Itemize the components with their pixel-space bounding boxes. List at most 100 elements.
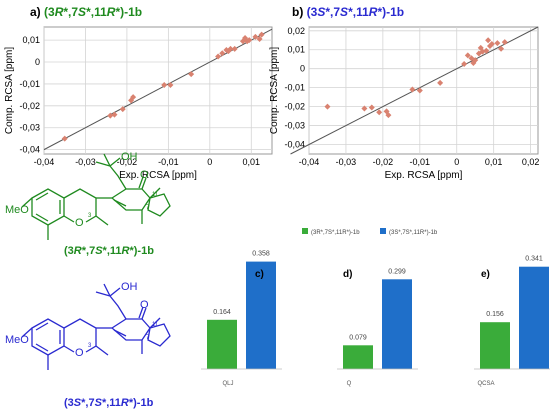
data-point (256, 36, 263, 43)
bar-value-label: 0.079 (349, 334, 367, 341)
gem-methyl-2 (103, 283, 111, 297)
c3-methyl-bond (95, 345, 109, 356)
data-point (107, 112, 114, 119)
ketone-bond (141, 307, 147, 320)
data-point (215, 53, 222, 60)
x-axis-label: Exp. RCSA [ppm] (385, 170, 463, 181)
methoxy-bond (21, 327, 33, 338)
x-tick-label: -0,02 (117, 157, 138, 167)
y-tick-label: 0,01 (287, 45, 305, 55)
meo-label-green: MeO (5, 204, 29, 216)
x-tick-label: 0,02 (522, 157, 540, 167)
bar (207, 319, 237, 369)
structure-blue (21, 283, 171, 370)
y-tick-label: -0,01 (284, 83, 305, 93)
bar (382, 279, 412, 369)
panel-b-title: b) (3S*,7S*,11R*)-1b (292, 5, 404, 19)
legend-label-blue: (3S*,7S*,11R*)-1b (389, 230, 438, 236)
data-point (167, 82, 174, 89)
y-tick-label: -0,04 (284, 140, 305, 150)
y-tick-label: -0,03 (19, 123, 40, 133)
ketone-o-label-blue: O (140, 299, 149, 311)
bar-value-label: 0.156 (486, 311, 504, 318)
bar (343, 345, 373, 369)
methoxy-bond (21, 197, 33, 208)
oh-bond (109, 287, 121, 297)
locant-7-green: 7 (146, 205, 150, 211)
panel-a-title: a) (3R*,7S*,11R*)-1b (30, 5, 142, 19)
aromatic-double-bond (35, 343, 49, 352)
data-point (498, 45, 505, 52)
data-point (483, 47, 490, 54)
gem-methyl-1 (95, 291, 111, 297)
pyran-o-bond (63, 215, 75, 223)
ring-o-label-blue: O (75, 347, 84, 359)
data-point (385, 112, 392, 119)
panel-letter: e) (481, 269, 490, 280)
data-point (494, 40, 501, 47)
oh-label-green: OH (121, 151, 138, 163)
category-label: QCSA (477, 381, 494, 387)
data-point (368, 104, 375, 111)
locant-7-blue: 7 (146, 335, 150, 341)
data-point (361, 105, 368, 112)
x-tick-label: 0 (207, 157, 212, 167)
category-label: QLJ (222, 381, 233, 387)
locant-11-blue: 11 (152, 322, 159, 328)
panel-letter: d) (343, 269, 352, 280)
bar-chart-c: 0.164 0.358 QLJ c) (201, 251, 282, 387)
y-tick-label: -0,04 (19, 145, 40, 155)
hydroxy-chain (109, 165, 127, 190)
pyran-o-bond (63, 345, 75, 353)
x-tick-label: -0,01 (410, 157, 431, 167)
x-tick-label: -0,03 (75, 157, 96, 167)
hydroxy-chain (109, 295, 127, 320)
scatter-plot-b: -0,04 -0,03 -0,02 -0,01 0 0,01 0,02 -0,04 -0,03 -… (269, 26, 539, 181)
data-point (488, 41, 495, 48)
y-tick-label: 0 (300, 64, 305, 74)
data-point (501, 39, 508, 46)
data-point (188, 71, 195, 78)
plot-area (308, 26, 539, 155)
data-point (231, 45, 238, 52)
x-tick-label: 0,01 (243, 157, 261, 167)
data-point (324, 103, 331, 110)
oh-bond (109, 157, 121, 167)
ketone-bond-2 (138, 306, 144, 319)
cyclohexenone-ring (110, 318, 151, 341)
plot-area (43, 26, 273, 155)
x-tick-label: -0,03 (336, 157, 357, 167)
legend-swatch-blue (380, 228, 386, 234)
x-tick-label: -0,04 (299, 157, 320, 167)
aromatic-double-bond (35, 192, 49, 201)
data-point (258, 31, 265, 38)
bar-value-label: 0.341 (525, 256, 543, 263)
locant-11-green: 11 (152, 192, 159, 198)
oh-label-blue: OH (121, 281, 138, 293)
data-point (472, 57, 479, 64)
y-tick-label: 0,01 (22, 35, 40, 45)
ring-double-bond (113, 329, 127, 337)
x-axis-label: Exp. RCSA [ppm] (119, 170, 197, 181)
meo-label-blue: MeO (5, 334, 29, 346)
aromatic-ring (31, 188, 65, 226)
ketone-bond-2 (138, 176, 144, 189)
data-point (246, 37, 253, 44)
legend-label-green: (3R*,7S*,11R*)-1b (311, 230, 360, 236)
bar-legend: (3R*,7S*,11R*)-1b (3S*,7S*,11R*)-1b (302, 228, 438, 236)
data-point (252, 33, 259, 40)
cyclopentane-ring (147, 193, 171, 217)
x-tick-label: -0,04 (34, 157, 55, 167)
c11-methyl-bond (149, 317, 161, 329)
gem-methyl-1 (95, 161, 111, 167)
data-point (437, 79, 444, 86)
x-tick-label: 0 (454, 157, 459, 167)
y-axis-label: Comp. RCSA [ppm] (269, 47, 280, 134)
structure-green (21, 153, 171, 240)
bar-chart-e: 0.156 0.341 QCSA e) (474, 256, 550, 387)
data-point (227, 45, 234, 52)
x-tick-label: -0,02 (373, 157, 394, 167)
y-tick-label: -0,02 (19, 101, 40, 111)
y-tick-label: -0,01 (19, 79, 40, 89)
locant-3-green: 3 (88, 213, 92, 219)
